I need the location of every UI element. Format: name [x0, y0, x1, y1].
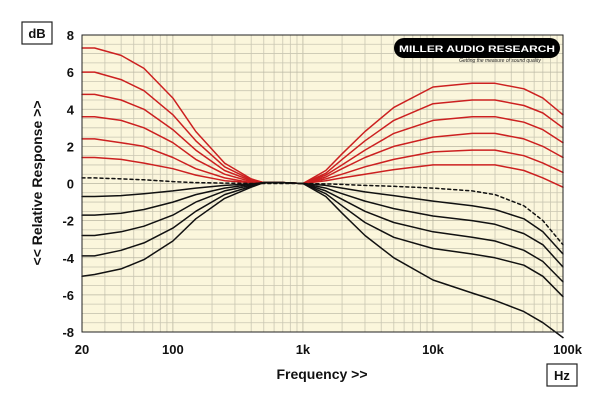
x-tick-label: 10k	[422, 342, 444, 357]
y-tick-label: -6	[62, 288, 74, 303]
y-tick-label: 2	[67, 139, 74, 154]
logo-tagline: Getting the measure of sound quality	[459, 58, 541, 64]
y-tick-label: 6	[67, 65, 74, 80]
response-curve-12	[81, 181, 564, 339]
y-tick-label: -4	[62, 251, 74, 266]
x-unit-box: Hz	[546, 363, 578, 387]
y-unit-box: dB	[21, 21, 53, 45]
y-tick-labels: 8 6 4 2 0 -2 -4 -6 -8	[62, 28, 74, 340]
plot-frame	[81, 34, 564, 333]
y-tick-label: -8	[62, 325, 74, 340]
logo-text: MILLER AUDIO RESEARCH	[399, 44, 555, 55]
x-tick-label: 1k	[296, 342, 311, 357]
y-tick-label: 4	[67, 102, 75, 117]
y-axis-label: << Relative Response >>	[29, 101, 45, 266]
x-tick-label: 20	[75, 342, 89, 357]
y-tick-label: -2	[62, 214, 74, 229]
response-curves	[81, 47, 564, 339]
y-tick-label: 0	[67, 177, 74, 192]
y-tick-label: 8	[67, 28, 74, 43]
x-axis-label: Frequency >>	[276, 366, 367, 382]
x-tick-label: 100k	[553, 342, 583, 357]
response-curve-7	[81, 177, 564, 246]
x-tick-labels: 20 100 1k 10k 100k	[75, 342, 583, 357]
y-unit-label: dB	[28, 26, 45, 41]
x-tick-label: 100	[162, 342, 184, 357]
x-unit-label: Hz	[554, 368, 570, 383]
brand-logo: MILLER AUDIO RESEARCH Getting the measur…	[394, 38, 560, 64]
